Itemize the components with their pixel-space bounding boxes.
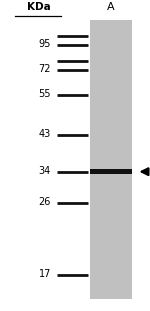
Text: 17: 17: [39, 269, 51, 279]
Text: 34: 34: [39, 166, 51, 176]
Text: A: A: [107, 2, 115, 12]
Text: 72: 72: [39, 64, 51, 74]
Text: 43: 43: [39, 129, 51, 139]
Text: 95: 95: [39, 39, 51, 49]
Bar: [90, 20, 132, 299]
Text: 26: 26: [39, 197, 51, 207]
Text: KDa: KDa: [27, 2, 51, 12]
Text: 55: 55: [39, 89, 51, 99]
Bar: [90, 169, 132, 174]
